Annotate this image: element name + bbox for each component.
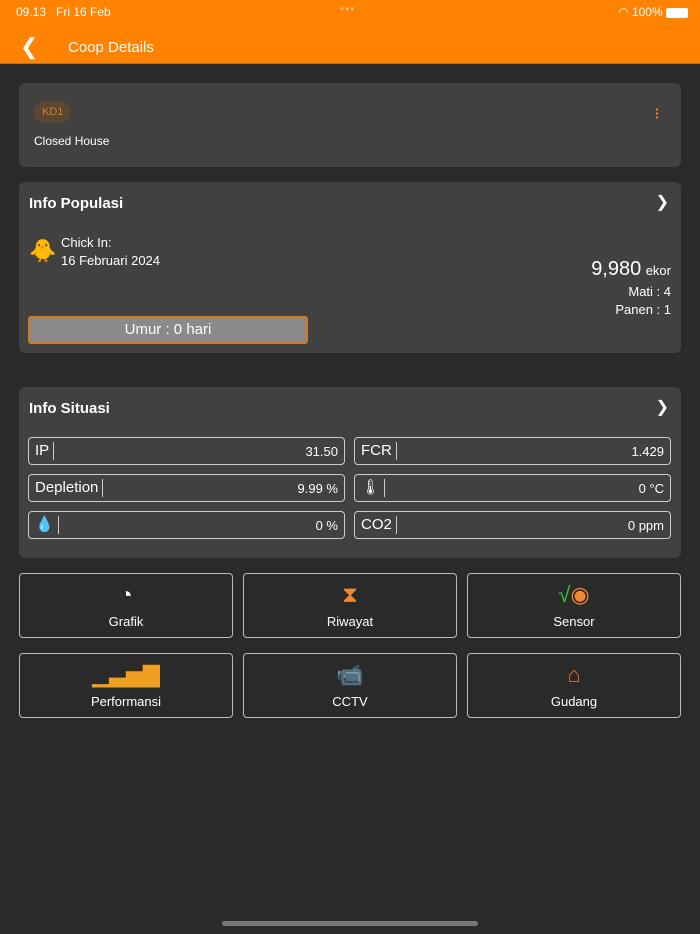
wifi-icon: ◠	[618, 5, 629, 19]
performansi-button[interactable]: ▁▃▅▇ Performansi	[19, 653, 233, 718]
field-label: FCR	[361, 442, 397, 460]
battery-icon	[666, 7, 688, 18]
status-bar: 09.13 Fri 16 Feb ◠ 100%	[16, 5, 688, 19]
temperature-field: 🌡 0 °C	[354, 474, 671, 502]
page-title: Coop Details	[68, 38, 154, 56]
chick-in-label: Chick In:	[61, 235, 112, 250]
section-title: Info Situasi	[29, 400, 110, 417]
app-header: 09.13 Fri 16 Feb ◠ 100% ••• ❮ Coop Detai…	[0, 0, 700, 64]
riwayat-button[interactable]: ⧗ Riwayat	[243, 573, 457, 638]
home-indicator[interactable]	[222, 921, 478, 926]
multitask-dots-icon[interactable]: •••	[340, 2, 356, 16]
coop-card: KD1 Closed House · · ·	[19, 83, 681, 167]
tile-label: CCTV	[332, 694, 368, 709]
cctv-icon: 📹	[336, 662, 364, 687]
field-value: 1.429	[631, 443, 664, 459]
field-value: 0 ppm	[627, 517, 664, 533]
chevron-right-icon[interactable]: ❯	[655, 399, 669, 416]
status-time: 09.13	[16, 5, 47, 19]
ip-field: IP 31.50	[28, 437, 345, 465]
field-label: CO2	[361, 516, 397, 534]
depletion-field: Depletion 9.99 %	[28, 474, 345, 502]
section-title: Info Populasi	[29, 195, 124, 212]
co2-field: CO2 0 ppm	[354, 511, 671, 539]
field-value: 9.99 %	[297, 480, 338, 496]
cctv-button[interactable]: 📹 CCTV	[243, 653, 457, 718]
tile-label: Grafik	[108, 614, 144, 629]
coop-type: Closed House	[34, 134, 110, 148]
status-date: Fri 16 Feb	[56, 5, 111, 19]
field-value: 31.50	[305, 443, 338, 459]
population-count: 9,980	[591, 258, 642, 280]
tile-label: Sensor	[553, 614, 595, 629]
humidity-field: 💧 0 %	[28, 511, 345, 539]
back-button[interactable]: ❮	[20, 34, 39, 59]
tile-label: Gudang	[550, 694, 598, 709]
gudang-button[interactable]: ⌂ Gudang	[467, 653, 681, 718]
coop-code-badge: KD1	[34, 101, 72, 123]
grafik-button[interactable]: ◔ Grafik	[19, 573, 233, 638]
population-unit: ekor	[645, 263, 671, 278]
panen-count: Panen : 1	[615, 302, 671, 317]
field-label: Depletion	[35, 479, 104, 497]
field-value: 0 °C	[638, 480, 664, 496]
more-options-icon[interactable]: · · ·	[655, 101, 660, 125]
thermometer-icon: 🌡	[361, 479, 386, 497]
sensor-button[interactable]: √◉ Sensor	[467, 573, 681, 638]
field-label: IP	[35, 442, 55, 460]
battery-level: 100%	[631, 5, 663, 19]
umur-bar: Umur : 0 hari	[28, 316, 308, 344]
chick-in-date: 16 Februari 2024	[61, 253, 161, 268]
growth-chart-icon: ▁▃▅▇	[92, 662, 160, 687]
hourglass-icon: ⧗	[342, 582, 358, 607]
info-situasi-card[interactable]: Info Situasi ❯ IP 31.50 FCR 1.429 Depletio…	[19, 387, 681, 558]
field-value: 0 %	[315, 517, 338, 533]
fcr-field: FCR 1.429	[354, 437, 671, 465]
tile-label: Riwayat	[326, 614, 374, 629]
info-populasi-card[interactable]: Info Populasi ❯ 🐥 Chick In: 16 Februari …	[19, 182, 681, 353]
mati-count: Mati : 4	[628, 284, 671, 299]
tile-label: Performansi	[90, 694, 162, 709]
chevron-right-icon[interactable]: ❯	[655, 194, 669, 211]
chick-icon: 🐥	[29, 238, 57, 263]
pie-chart-icon: ◔	[119, 582, 133, 607]
barn-icon: ⌂	[567, 662, 581, 687]
water-drop-icon: 💧	[35, 516, 59, 534]
sensor-icon: √◉	[558, 582, 590, 607]
